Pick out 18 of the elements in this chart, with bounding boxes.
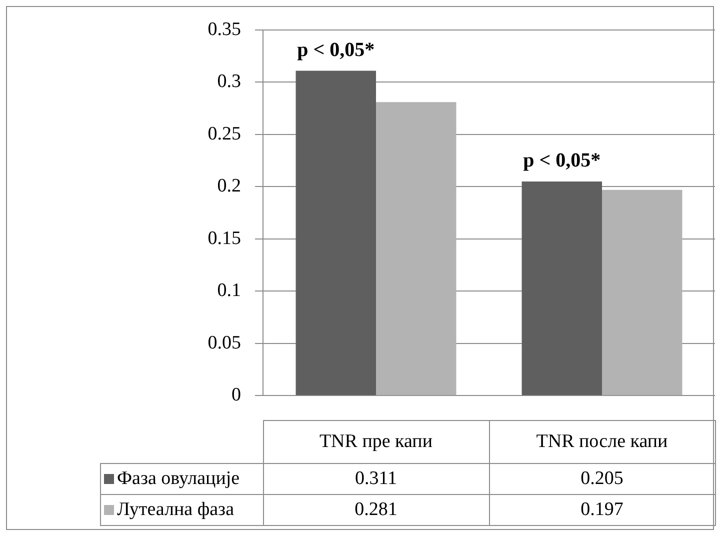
y-tick-label: 0.05 (208, 332, 241, 354)
y-tick-label: 0.2 (217, 176, 241, 197)
data-label: 0.197 (489, 494, 715, 525)
data-label: 0.205 (489, 463, 715, 494)
y-tick-label: 0.3 (217, 71, 241, 92)
data-label: 0.281 (263, 494, 489, 525)
annotation: p < 0,05* (297, 38, 375, 61)
x-tick-label: TNR пре капи (263, 420, 489, 463)
data-label: 0.311 (263, 463, 489, 494)
annotation: p < 0,05* (523, 150, 601, 172)
legend-label: Фаза овулације (100, 463, 263, 494)
x-tick-label: TNR после капи (489, 420, 715, 463)
legend-label: Лутеална фаза (100, 494, 263, 525)
y-tick-label: 0 (232, 384, 241, 406)
y-tick-label: 0.35 (208, 18, 241, 40)
y-tick-label: 0.1 (217, 280, 241, 302)
y-tick-label: 0.25 (208, 123, 241, 144)
y-tick-label: 0.15 (208, 228, 241, 249)
